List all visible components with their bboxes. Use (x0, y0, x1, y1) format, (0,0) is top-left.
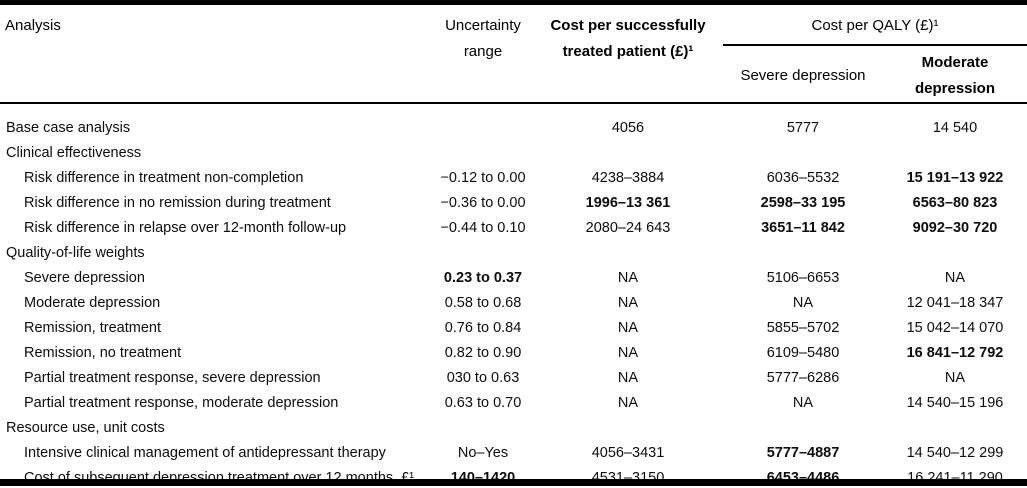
uncertainty-range-cell: −0.12 to 0.00 (440, 170, 526, 186)
cost-per-treated-patient-cell: NA (617, 270, 639, 286)
analysis-cell: Severe depression (24, 270, 145, 286)
analysis-cell: Remission, no treatment (24, 345, 182, 361)
column-header-cost-per-treated-patient: Cost per successfully treated patient (£… (533, 5, 723, 104)
table-row: Risk difference in treatment non-complet… (0, 166, 1027, 191)
column-header-cost-per-qaly: Cost per QALY (£)¹ (723, 5, 1027, 46)
analysis-cell: Moderate depression (24, 295, 161, 311)
analysis-cell: Partial treatment response, severe depre… (24, 370, 321, 386)
qaly-moderate-depression-cell: 14 540 (932, 120, 978, 136)
cost-per-treated-patient-cell: 2080–24 643 (585, 220, 671, 236)
cost-per-treated-patient-cell (533, 141, 723, 166)
analysis-cell: Clinical effectiveness (6, 145, 142, 161)
table-row: Intensive clinical management of antidep… (0, 441, 1027, 466)
qaly-severe-depression-cell: NA (792, 395, 814, 411)
qaly-severe-depression-cell: 5106–6653 (766, 270, 840, 286)
uncertainty-range-cell (433, 141, 533, 166)
qaly-moderate-depression-cell: 9092–30 720 (912, 220, 998, 236)
table-row: Severe depression 0.23 to 0.37 NA 5106–6… (0, 266, 1027, 291)
column-header-moderate-depression: Moderate depression (883, 45, 1027, 104)
header-row-1: Analysis Uncertainty range Cost per succ… (0, 5, 1027, 104)
sensitivity-analysis-table: Analysis Uncertainty range Cost per succ… (0, 5, 1027, 488)
cost-per-treated-patient-cell: NA (617, 395, 639, 411)
header-row-2: Severe depression Moderate depression (0, 45, 1027, 104)
uncertainty-range-cell: 0.23 to 0.37 (443, 270, 523, 286)
uncertainty-range-cell (433, 416, 533, 441)
uncertainty-range-cell: −0.36 to 0.00 (440, 195, 526, 211)
cost-per-treated-patient-cell: NA (617, 295, 639, 311)
table-row: Quality-of-life weights (0, 241, 1027, 266)
cost-per-treated-patient-cell: 4056 (611, 120, 645, 136)
uncertainty-range-cell (433, 103, 533, 141)
qaly-severe-depression-cell (723, 241, 883, 266)
analysis-cell: Remission, treatment (24, 320, 161, 336)
uncertainty-range-cell: 0.76 to 0.84 (444, 320, 522, 336)
top-rule (0, 0, 1027, 5)
uncertainty-range-cell: 0.63 to 0.70 (444, 395, 522, 411)
qaly-moderate-depression-cell: 6563–80 823 (912, 195, 998, 211)
cost-per-treated-patient-cell: 4238–3884 (591, 170, 665, 186)
table-row: Partial treatment response, moderate dep… (0, 391, 1027, 416)
qaly-moderate-depression-cell (883, 141, 1027, 166)
table-row: Clinical effectiveness (0, 141, 1027, 166)
column-header-severe-depression: Severe depression (723, 45, 883, 104)
table-row: Base case analysis 4056 5777 14 540 (0, 103, 1027, 141)
qaly-severe-depression-cell: 6036–5532 (766, 170, 840, 186)
qaly-severe-depression-cell: 6109–5480 (766, 345, 840, 361)
qaly-severe-depression-cell: 5777–6286 (766, 370, 840, 386)
qaly-moderate-depression-cell: NA (944, 370, 966, 386)
cost-per-treated-patient-cell: NA (617, 320, 639, 336)
table-row: Resource use, unit costs (0, 416, 1027, 441)
qaly-moderate-depression-cell: 14 540–15 196 (906, 395, 1004, 411)
qaly-moderate-depression-cell: 14 540–12 299 (906, 445, 1004, 461)
qaly-moderate-depression-cell (883, 416, 1027, 441)
column-header-analysis: Analysis (0, 5, 433, 104)
qaly-severe-depression-cell (723, 141, 883, 166)
uncertainty-range-cell: 030 to 0.63 (446, 370, 520, 386)
analysis-cell: Partial treatment response, moderate dep… (24, 395, 339, 411)
qaly-severe-depression-cell: 5777–4887 (766, 445, 840, 461)
uncertainty-range-cell (433, 241, 533, 266)
table-body: Base case analysis 4056 5777 14 540 Clin… (0, 103, 1027, 488)
cost-per-treated-patient-cell: NA (617, 370, 639, 386)
qaly-severe-depression-cell: NA (792, 295, 814, 311)
qaly-severe-depression-cell: 5777 (786, 120, 820, 136)
analysis-cell: Resource use, unit costs (6, 420, 165, 436)
table-row: Remission, treatment 0.76 to 0.84 NA 585… (0, 316, 1027, 341)
cost-per-treated-patient-cell (533, 416, 723, 441)
table-header: Analysis Uncertainty range Cost per succ… (0, 5, 1027, 104)
uncertainty-range-cell: No–Yes (457, 445, 509, 461)
analysis-cell: Risk difference in relapse over 12-month… (24, 220, 347, 236)
cost-per-treated-patient-cell: 4056–3431 (591, 445, 665, 461)
table-row: Moderate depression 0.58 to 0.68 NA NA 1… (0, 291, 1027, 316)
analysis-cell: Risk difference in treatment non-complet… (24, 170, 304, 186)
qaly-moderate-depression-cell: 15 191–13 922 (906, 170, 1004, 186)
qaly-moderate-depression-cell: 16 841–12 792 (906, 345, 1004, 361)
qaly-moderate-depression-cell: NA (944, 270, 966, 286)
uncertainty-range-cell: 0.58 to 0.68 (444, 295, 522, 311)
analysis-cell: Intensive clinical management of antidep… (24, 445, 386, 461)
table-row: Risk difference in no remission during t… (0, 191, 1027, 216)
qaly-severe-depression-cell: 2598–33 195 (760, 195, 846, 211)
uncertainty-range-cell: −0.44 to 0.10 (440, 220, 526, 236)
bottom-rule (0, 479, 1027, 486)
qaly-moderate-depression-cell (883, 241, 1027, 266)
qaly-severe-depression-cell: 3651–11 842 (761, 220, 845, 236)
analysis-cell: Risk difference in no remission during t… (24, 195, 331, 211)
uncertainty-range-cell: 0.82 to 0.90 (444, 345, 522, 361)
table-row: Partial treatment response, severe depre… (0, 366, 1027, 391)
qaly-severe-depression-cell: 5855–5702 (766, 320, 840, 336)
cost-per-treated-patient-cell: NA (617, 345, 639, 361)
qaly-severe-depression-cell (723, 416, 883, 441)
column-header-uncertainty-range: Uncertainty range (433, 5, 533, 104)
analysis-cell: Quality-of-life weights (6, 245, 145, 261)
qaly-moderate-depression-cell: 15 042–14 070 (906, 320, 1004, 336)
qaly-moderate-depression-cell: 12 041–18 347 (906, 295, 1004, 311)
table-row: Risk difference in relapse over 12-month… (0, 216, 1027, 241)
cost-per-treated-patient-cell: 1996–13 361 (585, 195, 671, 211)
table-row: Remission, no treatment 0.82 to 0.90 NA … (0, 341, 1027, 366)
analysis-cell: Base case analysis (6, 120, 131, 136)
cost-per-treated-patient-cell (533, 241, 723, 266)
